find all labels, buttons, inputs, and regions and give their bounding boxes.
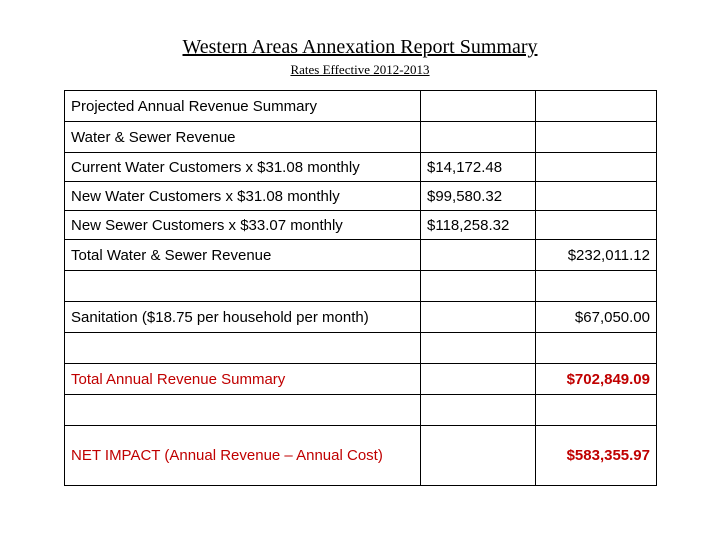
total-annual-revenue-value: $702,849.09	[535, 363, 657, 395]
table-row	[64, 332, 657, 364]
table-row: Sanitation ($18.75 per household per mon…	[64, 301, 657, 333]
blank-cell	[420, 90, 536, 122]
blank-cell	[535, 121, 657, 153]
blank-cell	[64, 270, 421, 302]
water-sewer-header: Water & Sewer Revenue	[64, 121, 421, 153]
table-row: Projected Annual Revenue Summary	[64, 90, 657, 122]
sanitation-label: Sanitation ($18.75 per household per mon…	[64, 301, 421, 333]
blank-cell	[420, 239, 536, 271]
table-row: Water & Sewer Revenue	[64, 121, 657, 153]
blank-cell	[535, 394, 657, 426]
total-water-sewer-label: Total Water & Sewer Revenue	[64, 239, 421, 271]
total-annual-revenue-label: Total Annual Revenue Summary	[64, 363, 421, 395]
blank-cell	[535, 181, 657, 211]
new-water-amount: $99,580.32	[420, 181, 536, 211]
current-water-label: Current Water Customers x $31.08 monthly	[64, 152, 421, 182]
blank-cell	[420, 425, 536, 486]
report-subtitle: Rates Effective 2012-2013	[290, 62, 430, 77]
table-row: Current Water Customers x $31.08 monthly…	[64, 152, 657, 182]
net-impact-value: $583,355.97	[535, 425, 657, 486]
blank-cell	[420, 394, 536, 426]
net-impact-label: NET IMPACT (Annual Revenue – Annual Cost…	[64, 425, 421, 486]
blank-cell	[535, 270, 657, 302]
sanitation-value: $67,050.00	[535, 301, 657, 333]
new-sewer-label: New Sewer Customers x $33.07 monthly	[64, 210, 421, 240]
new-water-label: New Water Customers x $31.08 monthly	[64, 181, 421, 211]
blank-cell	[64, 394, 421, 426]
blank-cell	[420, 301, 536, 333]
blank-cell	[535, 332, 657, 364]
table-row: Total Water & Sewer Revenue $232,011.12	[64, 239, 657, 271]
blank-cell	[535, 152, 657, 182]
blank-cell	[535, 90, 657, 122]
blank-cell	[64, 332, 421, 364]
blank-cell	[420, 270, 536, 302]
table-row: Total Annual Revenue Summary $702,849.09	[64, 363, 657, 395]
blank-cell	[420, 363, 536, 395]
table-row	[64, 394, 657, 426]
current-water-amount: $14,172.48	[420, 152, 536, 182]
blank-cell	[420, 332, 536, 364]
table-row: New Sewer Customers x $33.07 monthly $11…	[64, 210, 657, 240]
table-row	[64, 270, 657, 302]
revenue-summary-table: Projected Annual Revenue Summary Water &…	[64, 90, 657, 486]
table-row: New Water Customers x $31.08 monthly $99…	[64, 181, 657, 211]
total-water-sewer-value: $232,011.12	[535, 239, 657, 271]
blank-cell	[535, 210, 657, 240]
new-sewer-amount: $118,258.32	[420, 210, 536, 240]
projected-summary-label: Projected Annual Revenue Summary	[64, 90, 421, 122]
blank-cell	[420, 121, 536, 153]
report-title: Western Areas Annexation Report Summary	[182, 36, 538, 58]
table-row: NET IMPACT (Annual Revenue – Annual Cost…	[64, 425, 657, 486]
